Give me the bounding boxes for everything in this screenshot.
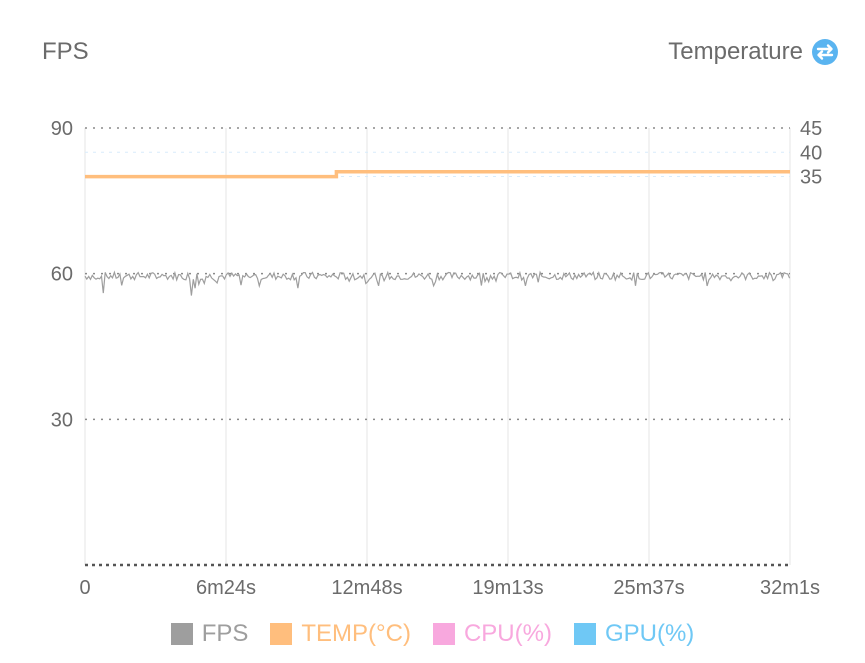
- y-right-tick-label: 40: [800, 142, 822, 164]
- x-tick-label: 12m48s: [331, 577, 402, 599]
- temperature-axis-selector[interactable]: Temperature: [668, 38, 839, 66]
- y-left-tick-label: 90: [51, 118, 73, 140]
- x-tick-label: 19m13s: [472, 577, 543, 599]
- legend-item: GPU(%): [573, 620, 695, 648]
- y-left-tick-label: 30: [51, 409, 73, 431]
- legend-label: FPS: [201, 620, 249, 647]
- legend-swatch: [432, 623, 455, 645]
- x-tick-label: 0: [79, 577, 90, 599]
- legend-item: TEMP(°C): [270, 620, 411, 648]
- legend-swatch: [270, 623, 293, 645]
- legend-swatch: [573, 623, 596, 645]
- temperature-series-line: [85, 169, 790, 179]
- y-right-tick-label: 35: [800, 167, 822, 189]
- fps-series-line: [84, 270, 791, 296]
- legend-item: CPU(%): [432, 620, 552, 648]
- legend-item: FPS: [170, 620, 249, 648]
- swap-vertical-icon[interactable]: [811, 38, 839, 66]
- fps-axis-title: FPS: [42, 38, 89, 65]
- temperature-axis-title: Temperature: [668, 38, 803, 65]
- legend-label: CPU(%): [463, 620, 552, 647]
- legend-swatch: [170, 623, 193, 645]
- x-tick-label: 6m24s: [196, 577, 256, 599]
- x-tick-label: 25m37s: [613, 577, 684, 599]
- legend-label: GPU(%): [604, 620, 695, 647]
- y-left-tick-label: 60: [51, 264, 73, 286]
- x-tick-label: 32m1s: [760, 577, 820, 599]
- fps-temperature-chart: 0 6m24s 12m48s 19m13s 25m37s 32m1s 30 60 90 35 404…: [51, 118, 823, 599]
- chart-legend: FPS TEMP(°C) CPU(%) GPU(%): [0, 620, 865, 648]
- legend-label: TEMP(°C): [301, 620, 411, 647]
- y-right-tick-label: 45: [800, 118, 822, 140]
